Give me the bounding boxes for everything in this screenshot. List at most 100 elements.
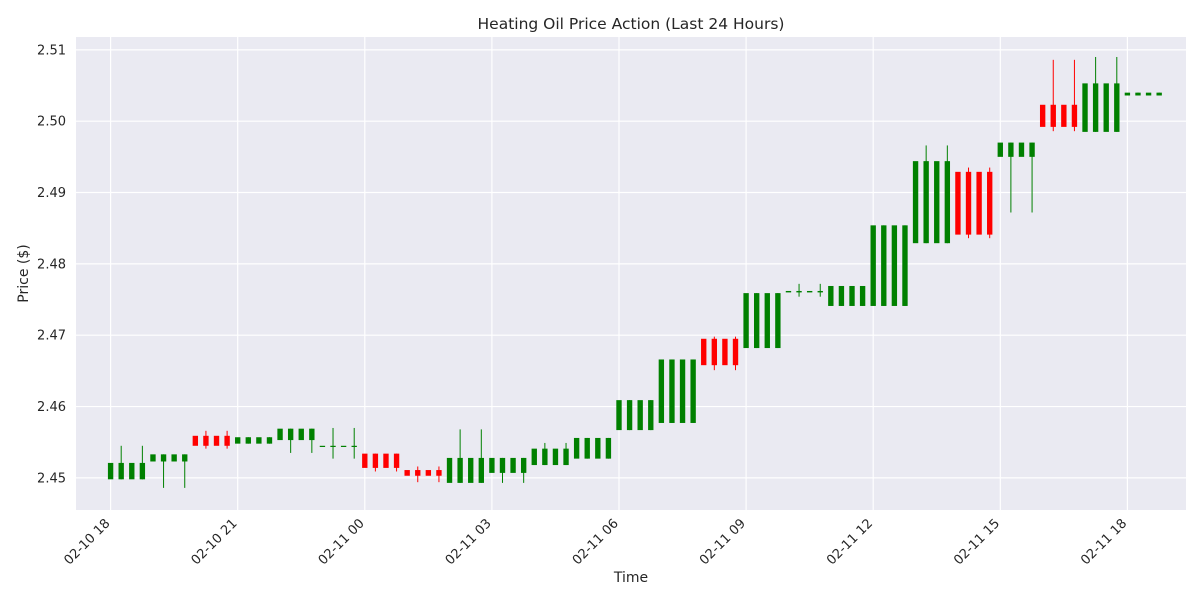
candle-body: [457, 457, 463, 483]
candle-body: [658, 359, 665, 423]
candle-body: [1082, 83, 1088, 132]
candle-body: [1103, 83, 1109, 132]
candle-body: [160, 454, 167, 462]
candle-body: [118, 462, 124, 480]
candle-body: [182, 454, 188, 462]
candle-body: [542, 448, 548, 466]
candle-body: [754, 293, 760, 349]
candle-body: [277, 428, 283, 441]
candle-body: [732, 338, 739, 366]
candle-body: [1039, 104, 1046, 127]
x-tick-label: 02-11 09: [697, 516, 749, 568]
x-tick-label: 02-11 00: [316, 516, 368, 568]
candle-body: [806, 290, 813, 293]
candle-body: [235, 437, 241, 444]
y-tick-label: 2.51: [37, 43, 66, 58]
candle-body: [266, 437, 273, 444]
candle-body: [1145, 92, 1152, 96]
candle-body: [1124, 92, 1131, 96]
candle-body: [595, 437, 601, 459]
candle-body: [489, 457, 495, 473]
candle-body: [1018, 142, 1025, 157]
x-axis-label: Time: [613, 570, 648, 586]
y-tick-label: 2.50: [37, 115, 66, 130]
x-tick-label: 02-11 12: [824, 516, 876, 568]
candle-body: [881, 225, 887, 306]
candle-body: [944, 161, 951, 244]
candle-body: [404, 470, 410, 476]
candle-body: [436, 470, 442, 476]
candle-body: [1092, 83, 1099, 132]
candle-body: [690, 359, 696, 423]
candle-body: [573, 437, 580, 459]
candle-body: [626, 400, 633, 431]
candle-body: [1008, 142, 1014, 157]
candle-body: [129, 462, 135, 480]
candle-body: [287, 428, 294, 441]
x-tick-label: 02-11 03: [443, 516, 495, 568]
candle-body: [383, 453, 389, 468]
candle-body: [362, 453, 368, 468]
candle-body: [1071, 104, 1078, 127]
candle-body: [499, 457, 506, 473]
y-axis-ticks: 2.45 2.46 2.47 2.48 2.49 2.50 2.51: [37, 43, 66, 486]
y-tick-label: 2.46: [37, 400, 66, 415]
candle-body: [309, 428, 315, 441]
candle-body: [425, 470, 432, 476]
candle-body: [817, 290, 823, 293]
candle-body: [859, 285, 866, 306]
candle-body: [648, 400, 654, 431]
candle-body: [224, 435, 230, 446]
x-tick-label: 02-11 15: [951, 516, 1003, 568]
candle-body: [531, 448, 537, 466]
candle-body: [213, 435, 220, 446]
candle-body: [669, 359, 675, 423]
candle-body: [552, 448, 559, 466]
candle-body: [997, 142, 1003, 157]
candle-body: [743, 293, 749, 349]
candle-body: [902, 225, 908, 306]
candle-body: [796, 290, 802, 293]
candles: [107, 56, 1162, 488]
candle-body: [468, 457, 474, 483]
candle-body: [605, 437, 612, 459]
candle-body: [245, 437, 251, 444]
candle-body: [838, 285, 845, 306]
candle-body: [256, 437, 262, 444]
candle-body: [764, 293, 770, 349]
chart-title: Heating Oil Price Action (Last 24 Hours): [478, 15, 785, 33]
candle-body: [1050, 104, 1056, 127]
candle-body: [393, 453, 400, 468]
candle-body: [912, 161, 919, 244]
candle-body: [584, 437, 590, 459]
candle-body: [520, 457, 527, 473]
candle-body: [711, 338, 718, 366]
candle-body: [203, 435, 209, 446]
candle-body: [563, 448, 569, 466]
candle-body: [965, 171, 972, 235]
candle-body: [1061, 104, 1067, 127]
y-axis-label: Price ($): [16, 244, 32, 302]
candle-body: [637, 400, 643, 431]
candle-body: [976, 171, 982, 235]
candle-body: [446, 457, 453, 483]
x-tick-label: 02-10 21: [189, 516, 241, 568]
candle-body: [785, 290, 792, 293]
candle-body: [1156, 92, 1162, 96]
candle-body: [192, 435, 199, 446]
candle-body: [510, 457, 516, 473]
candle-body: [330, 445, 336, 447]
candle-body: [139, 462, 146, 480]
y-tick-label: 2.48: [37, 257, 66, 272]
y-tick-label: 2.47: [37, 329, 66, 344]
candle-body: [934, 161, 940, 244]
candle-body: [870, 225, 876, 306]
plot-area: [76, 37, 1186, 510]
candle-body: [849, 285, 855, 306]
candle-body: [340, 445, 347, 447]
candle-body: [616, 400, 622, 431]
candle-body: [298, 428, 304, 441]
y-tick-label: 2.45: [37, 471, 66, 486]
candle-body: [171, 454, 177, 462]
